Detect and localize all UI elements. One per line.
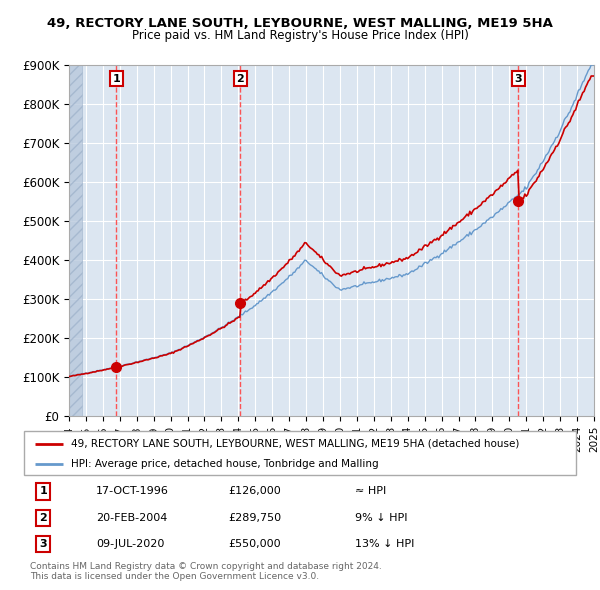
Text: 1: 1	[112, 74, 120, 84]
Text: 17-OCT-1996: 17-OCT-1996	[96, 486, 169, 496]
FancyBboxPatch shape	[24, 431, 576, 475]
Text: 09-JUL-2020: 09-JUL-2020	[96, 539, 164, 549]
Text: Contains HM Land Registry data © Crown copyright and database right 2024.
This d: Contains HM Land Registry data © Crown c…	[30, 562, 382, 581]
Text: 13% ↓ HPI: 13% ↓ HPI	[355, 539, 415, 549]
Text: 3: 3	[514, 74, 522, 84]
Text: 9% ↓ HPI: 9% ↓ HPI	[355, 513, 408, 523]
Text: 2: 2	[236, 74, 244, 84]
Text: 49, RECTORY LANE SOUTH, LEYBOURNE, WEST MALLING, ME19 5HA: 49, RECTORY LANE SOUTH, LEYBOURNE, WEST …	[47, 17, 553, 30]
Text: 3: 3	[40, 539, 47, 549]
Text: 49, RECTORY LANE SOUTH, LEYBOURNE, WEST MALLING, ME19 5HA (detached house): 49, RECTORY LANE SOUTH, LEYBOURNE, WEST …	[71, 439, 519, 449]
Text: 1: 1	[40, 486, 47, 496]
Text: HPI: Average price, detached house, Tonbridge and Malling: HPI: Average price, detached house, Tonb…	[71, 459, 379, 469]
Text: £289,750: £289,750	[228, 513, 281, 523]
Text: £126,000: £126,000	[228, 486, 281, 496]
Text: Price paid vs. HM Land Registry's House Price Index (HPI): Price paid vs. HM Land Registry's House …	[131, 30, 469, 42]
Text: £550,000: £550,000	[228, 539, 281, 549]
Text: 2: 2	[40, 513, 47, 523]
Bar	[69, 65, 82, 416]
Text: 20-FEB-2004: 20-FEB-2004	[96, 513, 167, 523]
Text: ≈ HPI: ≈ HPI	[355, 486, 386, 496]
